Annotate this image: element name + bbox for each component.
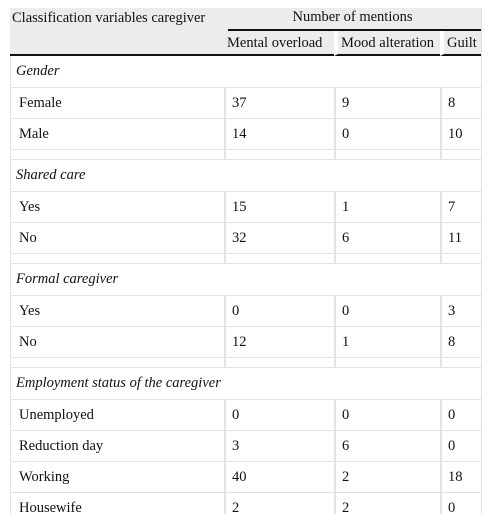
cell-mental-overload: 3 bbox=[224, 431, 334, 462]
spacer-cell bbox=[10, 150, 224, 160]
cell-guilt: 0 bbox=[440, 493, 481, 514]
table-row: Reduction day 3 6 0 bbox=[10, 431, 482, 462]
stub-header: Classification variables caregiver bbox=[10, 8, 224, 56]
spacer-cell bbox=[10, 358, 224, 368]
row-label: Yes bbox=[10, 192, 224, 223]
cell-mental-overload: 0 bbox=[224, 296, 334, 327]
section-row-employment-status: Employment status of the caregiver bbox=[10, 368, 482, 400]
row-label: Housewife bbox=[10, 493, 224, 515]
cell-mood-alteration: 0 bbox=[334, 296, 440, 327]
cell-mental-overload: 12 bbox=[224, 327, 334, 358]
cell-mental-overload: 14 bbox=[224, 119, 334, 150]
cell-mood-alteration: 6 bbox=[334, 223, 440, 254]
table-row: Working 40 2 18 bbox=[10, 462, 482, 493]
cell-mental-overload: 15 bbox=[224, 192, 334, 223]
cell-mood-alteration: 1 bbox=[334, 192, 440, 223]
row-label: No bbox=[10, 327, 224, 358]
row-label: Reduction day bbox=[10, 431, 224, 462]
spacer-cell bbox=[224, 358, 334, 368]
section-spacer bbox=[10, 150, 482, 160]
column-header-mood-alteration: Mood alteration bbox=[334, 31, 440, 56]
spacer-cell bbox=[224, 254, 334, 264]
cell-guilt: 8 bbox=[440, 327, 482, 358]
cell-mental-overload: 37 bbox=[224, 88, 334, 119]
table-row: Male 14 0 10 bbox=[10, 119, 482, 150]
section-row-formal-caregiver: Formal caregiver bbox=[10, 264, 482, 296]
table-row: No 12 1 8 bbox=[10, 327, 482, 358]
cell-mental-overload: 40 bbox=[224, 462, 334, 493]
cell-mood-alteration: 2 bbox=[334, 462, 440, 493]
section-title: Gender bbox=[10, 56, 482, 88]
cell-mood-alteration: 9 bbox=[334, 88, 440, 119]
group-header: Number of mentions bbox=[224, 8, 482, 31]
spacer-cell bbox=[440, 150, 482, 160]
spacer-cell bbox=[440, 254, 482, 264]
cell-mood-alteration: 0 bbox=[334, 400, 440, 431]
section-spacer bbox=[10, 254, 482, 264]
table-row: Yes 0 0 3 bbox=[10, 296, 482, 327]
row-label: Working bbox=[10, 462, 224, 493]
section-spacer bbox=[10, 358, 482, 368]
cell-mental-overload: 0 bbox=[224, 400, 334, 431]
table-body: Gender Female 37 9 8 Male 14 0 10 Shared care Yes 1… bbox=[10, 56, 482, 514]
caregiver-mentions-table: Classification variables caregiver Numbe… bbox=[10, 8, 482, 514]
table-left-border bbox=[10, 8, 11, 514]
spacer-cell bbox=[334, 358, 440, 368]
cell-guilt: 10 bbox=[440, 119, 482, 150]
group-header-rule bbox=[228, 29, 482, 31]
table-right-border bbox=[481, 8, 482, 514]
cell-guilt: 7 bbox=[440, 192, 482, 223]
section-title: Shared care bbox=[10, 160, 482, 192]
spacer-cell bbox=[224, 150, 334, 160]
cell-mental-overload: 2 bbox=[224, 493, 334, 514]
table-header: Classification variables caregiver Numbe… bbox=[10, 8, 482, 56]
table-row: Female 37 9 8 bbox=[10, 88, 482, 119]
section-title: Formal caregiver bbox=[10, 264, 482, 296]
cell-mood-alteration: 0 bbox=[334, 119, 440, 150]
cell-guilt: 18 bbox=[440, 462, 482, 493]
cell-guilt: 0 bbox=[440, 431, 482, 462]
section-row-shared-care: Shared care bbox=[10, 160, 482, 192]
cell-mood-alteration: 2 bbox=[334, 493, 440, 514]
column-header-guilt: Guilt bbox=[440, 31, 482, 56]
row-label: Male bbox=[10, 119, 224, 150]
row-label: Unemployed bbox=[10, 400, 224, 431]
table-row: Housewife 2 2 0 bbox=[10, 493, 481, 514]
cell-mood-alteration: 1 bbox=[334, 327, 440, 358]
table-viewport[interactable]: Classification variables caregiver Numbe… bbox=[10, 8, 482, 514]
column-header-mental-overload: Mental overload bbox=[224, 31, 334, 56]
table-row: No 32 6 11 bbox=[10, 223, 482, 254]
cell-mood-alteration: 6 bbox=[334, 431, 440, 462]
spacer-cell bbox=[334, 254, 440, 264]
cell-guilt: 11 bbox=[440, 223, 482, 254]
spacer-cell bbox=[334, 150, 440, 160]
cell-guilt: 0 bbox=[440, 400, 482, 431]
cell-guilt: 3 bbox=[440, 296, 482, 327]
row-label: No bbox=[10, 223, 224, 254]
cell-mental-overload: 32 bbox=[224, 223, 334, 254]
section-title: Employment status of the caregiver bbox=[10, 368, 482, 400]
section-row-gender: Gender bbox=[10, 56, 482, 88]
spacer-cell bbox=[440, 358, 482, 368]
row-label: Female bbox=[10, 88, 224, 119]
cell-guilt: 8 bbox=[440, 88, 482, 119]
row-label: Yes bbox=[10, 296, 224, 327]
table-row: Yes 15 1 7 bbox=[10, 192, 482, 223]
spacer-cell bbox=[10, 254, 224, 264]
table-row: Unemployed 0 0 0 bbox=[10, 400, 482, 431]
group-header-label: Number of mentions bbox=[292, 9, 413, 25]
